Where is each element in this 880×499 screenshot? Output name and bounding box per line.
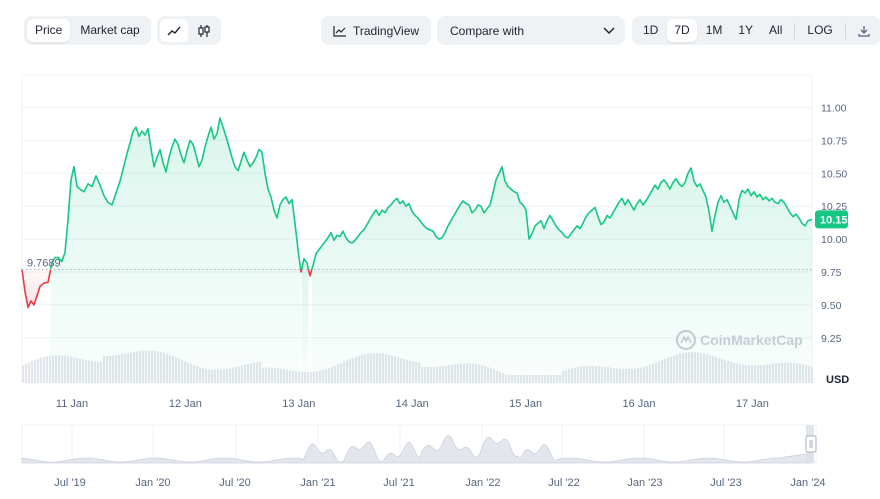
navigator-tick-label: Jul '21 (383, 477, 414, 489)
price-area (22, 118, 812, 383)
navigator-tick-label: Jan '24 (790, 477, 825, 489)
candlestick-button[interactable] (190, 19, 218, 42)
range-1m[interactable]: 1M (705, 23, 723, 37)
volume-bar (310, 371, 313, 383)
range-divider (844, 22, 846, 39)
range-7d[interactable]: 7D (667, 19, 697, 42)
volume-bar (28, 362, 31, 383)
y-axis: 11.00 10.75 10.50 10.25 10.00 9.75 9.50 9.25 USD (821, 103, 849, 387)
reference-price-label: 9.7689 (27, 258, 61, 270)
x-tick-label: 14 Jan (396, 398, 429, 410)
y-tick-label: 10.50 (821, 168, 847, 180)
volume-bar (37, 358, 40, 383)
x-tick-label: 11 Jan (56, 398, 88, 410)
y-tick-label: 11.00 (821, 103, 847, 115)
price-line-up (300, 258, 310, 270)
x-tick-label: 15 Jan (509, 398, 542, 410)
x-tick-label: 13 Jan (282, 398, 315, 410)
tab-market-cap[interactable]: Market cap (80, 23, 140, 37)
candlestick-icon (198, 24, 210, 37)
price-area-up (50, 118, 301, 383)
volume-bar (34, 359, 37, 383)
y-tick-label: 9.25 (821, 333, 842, 345)
range-divider (794, 22, 796, 39)
volume-bar (40, 357, 43, 383)
navigator-tick-label: Jul '23 (710, 477, 741, 489)
price-line-down (299, 269, 303, 273)
tradingview-label: TradingView (353, 23, 420, 38)
tradingview-button[interactable]: TradingView (321, 16, 431, 45)
coinmarketcap-watermark: CoinMarketCap (675, 329, 803, 351)
x-axis: 11 Jan 12 Jan 13 Jan 14 Jan 15 Jan 16 Jan 17 J… (56, 398, 769, 410)
y-tick-label: 10.75 (821, 135, 847, 147)
compare-with-dropdown[interactable]: Compare with (437, 16, 625, 45)
currency-label: USD (826, 374, 849, 386)
y-tick-label: 9.50 (821, 300, 842, 312)
compare-label: Compare with (450, 23, 525, 38)
volume-bar (46, 356, 49, 383)
tab-price[interactable]: Price (27, 19, 71, 42)
navigator-tick-label: Jan '22 (465, 477, 500, 489)
price-line-up (311, 165, 813, 270)
chart-type-tabs: Price Market cap (24, 16, 151, 45)
tradingview-icon (333, 25, 346, 37)
log-scale-toggle[interactable]: LOG (807, 23, 833, 37)
navigator-tick-label: Jul '19 (54, 477, 85, 489)
navigator-tick-label: Jan '20 (135, 477, 170, 489)
x-tick-label: 16 Jan (622, 398, 655, 410)
line-chart-icon (167, 26, 181, 35)
time-range-selector: 1D 7D 1M 1Y All LOG (632, 16, 880, 45)
download-icon (858, 25, 870, 37)
x-tick-label: 17 Jan (736, 398, 769, 410)
volume-bar (31, 360, 34, 383)
navigator-handle[interactable] (805, 435, 817, 453)
y-tick-label: 9.75 (821, 267, 842, 279)
price-line-down (21, 269, 52, 309)
volume-bar (25, 363, 28, 383)
navigator-tick-label: Jul '22 (548, 477, 579, 489)
navigator-tick-label: Jul '20 (219, 477, 250, 489)
range-1d[interactable]: 1D (643, 23, 659, 37)
volume-bar (43, 356, 46, 383)
x-tick-label: 12 Jan (169, 398, 202, 410)
volume-bar (811, 367, 814, 383)
price-line-up (49, 117, 302, 270)
watermark-label: CoinMarketCap (700, 332, 803, 348)
current-price-label: 10.15 (820, 214, 848, 226)
price-area-down (22, 269, 51, 308)
price-area-up (311, 166, 812, 383)
range-1y[interactable]: 1Y (738, 23, 754, 37)
navigator-tick-label: Jan '21 (300, 477, 335, 489)
coinmarketcap-logo-icon (675, 329, 697, 351)
price-markers: 9.7689 10.15 (22, 210, 848, 271)
volume-bar (49, 355, 52, 383)
range-all[interactable]: All (769, 23, 783, 37)
navigator-tick-label: Jan '23 (627, 477, 662, 489)
coinmarketcap-logo-mark (680, 334, 692, 344)
volume-bar (22, 365, 25, 383)
y-tick-label: 10.25 (821, 201, 847, 213)
price-area-up (301, 258, 309, 383)
y-tick-label: 10.00 (821, 234, 847, 246)
chevron-down-icon (603, 26, 615, 34)
price-line-down (307, 269, 313, 277)
download-button[interactable] (851, 19, 877, 42)
line-chart-button[interactable] (160, 19, 188, 42)
range-navigator[interactable]: Jul '19 Jan '20 Jul '20 Jan '21 Jul '21 Jan '… (21, 424, 826, 489)
chart-view-toggle (157, 16, 221, 45)
price-line (21, 117, 813, 309)
current-price-badge (815, 210, 848, 229)
navigator-series (21, 434, 813, 464)
